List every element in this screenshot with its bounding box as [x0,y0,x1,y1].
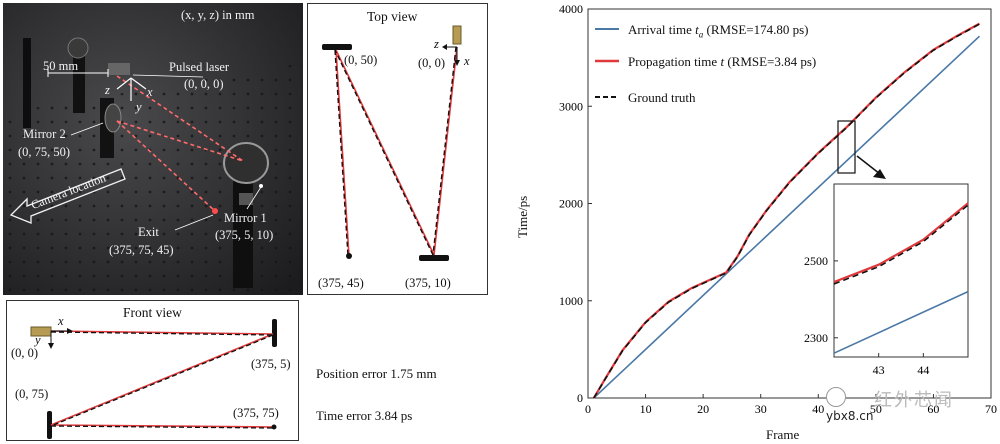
front-axis-x: x [58,314,64,328]
y-tick-label: 4000 [559,2,583,16]
legend-propagation-prefix: Propagation time [628,54,721,69]
y-tick-label: 2000 [559,197,583,211]
x-tick-label: 40 [812,402,824,416]
legend-propagation-suffix: (RMSE=3.84 ps) [724,54,817,69]
y-tick-label: 3000 [559,99,583,113]
position-error: Position error 1.75 mm [316,366,437,381]
pulsed-laser-coord: (0, 0, 0) [184,77,224,91]
legend-arrival: Arrival time ta (RMSE=174.80 ps) [628,22,808,40]
top-view-drawing [322,25,462,261]
zoom-arrow-head [873,169,886,179]
watermark: 红外芯闻 ybx8.cn [826,387,996,427]
legend-arrival-symbol: t [695,22,699,37]
setup-photo: (x, y, z) in mm 50 mm Pulsed laser (0, 0… [3,3,303,295]
top-coord-laser: (0, 0) [418,56,446,70]
legend-arrival-prefix: Arrival time [628,22,696,37]
y-tick-label: 1000 [559,294,583,308]
front-coord-mirror2: (0, 75) [15,387,49,401]
legend-propagation: Propagation time t (RMSE=3.84 ps) [628,54,816,70]
legend-ground-truth: Ground truth [628,90,696,105]
time-error: Time error 3.84 ps [316,408,413,423]
camera-arrow [9,168,126,224]
front-axis-y: y [35,333,41,347]
front-mirror1 [272,319,277,347]
x-tick-label: 30 [755,402,767,416]
zoom-box [837,120,856,174]
watermark-text: 红外芯闻 [874,390,954,411]
top-coord-mirror2: (0, 50) [344,53,378,67]
top-view-title: Top view [367,9,418,24]
mirror1-coord: (375, 5, 10) [215,228,274,242]
pulsed-laser-label: Pulsed laser [169,60,230,74]
mirror2-label: Mirror 2 [23,127,66,141]
top-view-panel: Top view (0, 50) (0, 0) z x (375, 45) (3… [307,3,488,295]
units-label: (x, y, z) in mm [181,8,255,22]
top-laser [452,25,462,45]
top-axis-z: z [434,37,439,51]
top-axis-x: x [464,54,470,68]
inset-y-tick-label: 2500 [804,254,828,268]
inset-propagation-line [833,202,969,284]
front-mirror2 [47,411,52,439]
mirror1-shape [223,142,269,184]
x-axis-label: Frame [766,427,800,442]
mirror1-label: Mirror 1 [224,211,267,225]
x-tick-label: 70 [985,402,997,416]
mirror2-shape [104,103,122,133]
photo-axis-x: x [147,85,153,99]
photo-drawing [3,3,303,295]
top-mirror2 [322,44,352,50]
inset-x-tick-label: 43 [873,363,885,377]
legend-propagation-symbol: t [720,54,725,69]
front-view-title: Front view [123,305,182,320]
inset-y-tick-label: 2300 [804,331,828,345]
y-axis-label: Time/ps [515,195,530,238]
y-tick-label: 0 [577,391,583,405]
exit-coord: (375, 75, 45) [109,243,174,257]
x-tick-label: 0 [585,402,591,416]
legend-arrival-suffix: (RMSE=174.80 ps) [703,22,809,37]
laser-body [108,63,130,75]
top-coord-exit: (375, 45) [318,276,364,290]
top-coord-mirror1: (375, 10) [405,276,451,290]
front-coord-exit: (375, 75) [233,406,279,420]
watermark-url: ybx8.cn [826,409,874,423]
x-tick-label: 60 [927,402,939,416]
mirror2-coord: (0, 75, 50) [18,145,71,159]
front-view-panel: Front view x y (0, 0) (375, 5) (0, 75) (… [6,300,299,441]
photo-axis-y: y [136,100,142,114]
inset-frame [833,183,969,358]
series-ground-truth-line [593,23,980,399]
wechat-icon [826,387,846,407]
front-coord-mirror1: (375, 5) [251,357,291,371]
photo-axis-z: z [105,83,110,97]
inset-x-tick-label: 44 [917,363,929,377]
x-tick-label: 10 [640,402,652,416]
x-tick-label: 50 [870,402,882,416]
front-coord-origin: (0, 0) [11,346,39,360]
exit-label: Exit [138,225,159,239]
series-arrival-line [593,35,981,399]
zoom-arrow-line [856,155,881,175]
inset-arrival-line [833,290,969,354]
x-tick-label: 20 [697,402,709,416]
legend-arrival-sub: a [698,29,704,40]
top-mirror1 [419,255,449,261]
dimension-label: 50 mm [43,59,79,73]
front-view-drawing [30,319,277,439]
inset-ground-truth-line [833,204,969,285]
